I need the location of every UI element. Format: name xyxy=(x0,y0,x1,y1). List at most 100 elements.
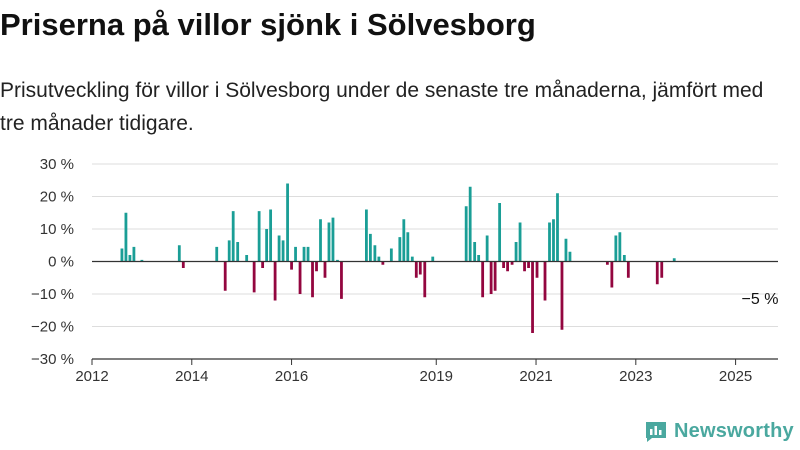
y-tick-label: −30 % xyxy=(31,351,74,368)
bar xyxy=(414,261,418,278)
bar xyxy=(319,219,322,262)
y-tick-label: 30 % xyxy=(40,156,74,173)
bar xyxy=(294,246,297,262)
bar xyxy=(177,245,181,262)
chart-title: Priserna på villor sjönk i Sölvesborg xyxy=(0,7,536,42)
bar xyxy=(410,256,414,262)
bar xyxy=(265,229,269,262)
bar xyxy=(298,261,302,294)
bar xyxy=(527,261,530,268)
bar-chart: 30 % 20 % 10 % 0 % −10 % −20 % −30 %2012 2014 20… xyxy=(31,156,779,385)
bar xyxy=(514,242,518,262)
bar xyxy=(231,211,235,262)
bar xyxy=(286,183,289,262)
bar xyxy=(506,261,509,272)
bar xyxy=(468,186,472,262)
x-tick-label: 2023 xyxy=(619,368,652,385)
bar xyxy=(493,261,497,291)
bar xyxy=(560,261,564,330)
bar xyxy=(406,232,410,262)
bar xyxy=(140,259,144,262)
bar xyxy=(252,261,256,293)
y-tick-label: −10 % xyxy=(31,286,74,303)
bar xyxy=(389,248,393,262)
bar xyxy=(531,261,534,333)
y-tick-label: 20 % xyxy=(40,189,74,206)
y-tick-label: −20 % xyxy=(31,319,74,336)
bar xyxy=(311,261,314,298)
bar xyxy=(548,222,551,262)
bar xyxy=(368,233,372,262)
bar xyxy=(431,256,435,262)
bar xyxy=(257,211,261,262)
bar xyxy=(302,246,306,262)
bar xyxy=(323,261,327,278)
bar xyxy=(552,219,555,262)
bar xyxy=(365,209,368,262)
bar xyxy=(510,261,514,265)
bar xyxy=(290,261,293,270)
bar xyxy=(564,238,568,262)
bar xyxy=(273,261,277,301)
newsworthy-logo-text: Newsworthy xyxy=(674,419,794,442)
bar xyxy=(236,242,240,262)
bar xyxy=(128,255,132,262)
bar xyxy=(418,261,422,275)
bar xyxy=(120,248,124,262)
bar xyxy=(373,245,377,262)
newsworthy-logo-icon xyxy=(646,422,666,442)
bar xyxy=(261,261,265,268)
bar xyxy=(485,235,489,262)
bar xyxy=(381,261,385,265)
bar xyxy=(523,261,526,272)
bar xyxy=(340,261,343,299)
bar xyxy=(306,246,310,262)
bar xyxy=(626,261,630,278)
bar xyxy=(473,242,477,262)
bar xyxy=(336,259,339,262)
y-tick-label: 0 % xyxy=(48,254,74,271)
bar xyxy=(132,246,136,262)
bar xyxy=(556,193,559,262)
bar xyxy=(398,237,402,262)
bar xyxy=(655,261,659,285)
bar xyxy=(610,261,614,288)
bar xyxy=(568,251,572,262)
bar xyxy=(672,258,676,262)
y-tick-label: 10 % xyxy=(40,221,74,238)
x-tick-label: 2025 xyxy=(719,368,752,385)
last-value-annotation: −5 % xyxy=(742,291,779,308)
bar xyxy=(543,261,547,301)
chart-subtitle: Prisutveckling för villor i Sölvesborg u… xyxy=(0,79,764,135)
bar xyxy=(277,235,281,262)
bar xyxy=(618,232,622,262)
bar xyxy=(327,222,331,262)
bar xyxy=(181,261,185,268)
x-tick-label: 2019 xyxy=(420,368,453,385)
bar xyxy=(245,255,249,262)
bar xyxy=(614,235,618,262)
x-tick-label: 2021 xyxy=(519,368,552,385)
bar xyxy=(660,261,664,278)
bar xyxy=(535,261,539,278)
bar xyxy=(223,261,227,291)
x-tick-label: 2012 xyxy=(75,368,108,385)
bar xyxy=(331,217,335,262)
x-tick-label: 2014 xyxy=(175,368,208,385)
bar xyxy=(269,209,273,262)
bar xyxy=(605,261,609,265)
bar xyxy=(215,246,219,262)
bar xyxy=(377,256,381,262)
x-tick-label: 2016 xyxy=(275,368,308,385)
bar xyxy=(281,240,285,262)
bar xyxy=(464,206,468,262)
bar xyxy=(502,261,505,268)
newsworthy-logo: Newsworthy xyxy=(644,419,794,443)
bar xyxy=(227,240,231,262)
bar xyxy=(622,255,626,262)
bar xyxy=(477,255,481,262)
bar xyxy=(489,261,493,294)
bar xyxy=(402,219,406,262)
bar xyxy=(481,261,485,298)
bar xyxy=(498,203,502,262)
